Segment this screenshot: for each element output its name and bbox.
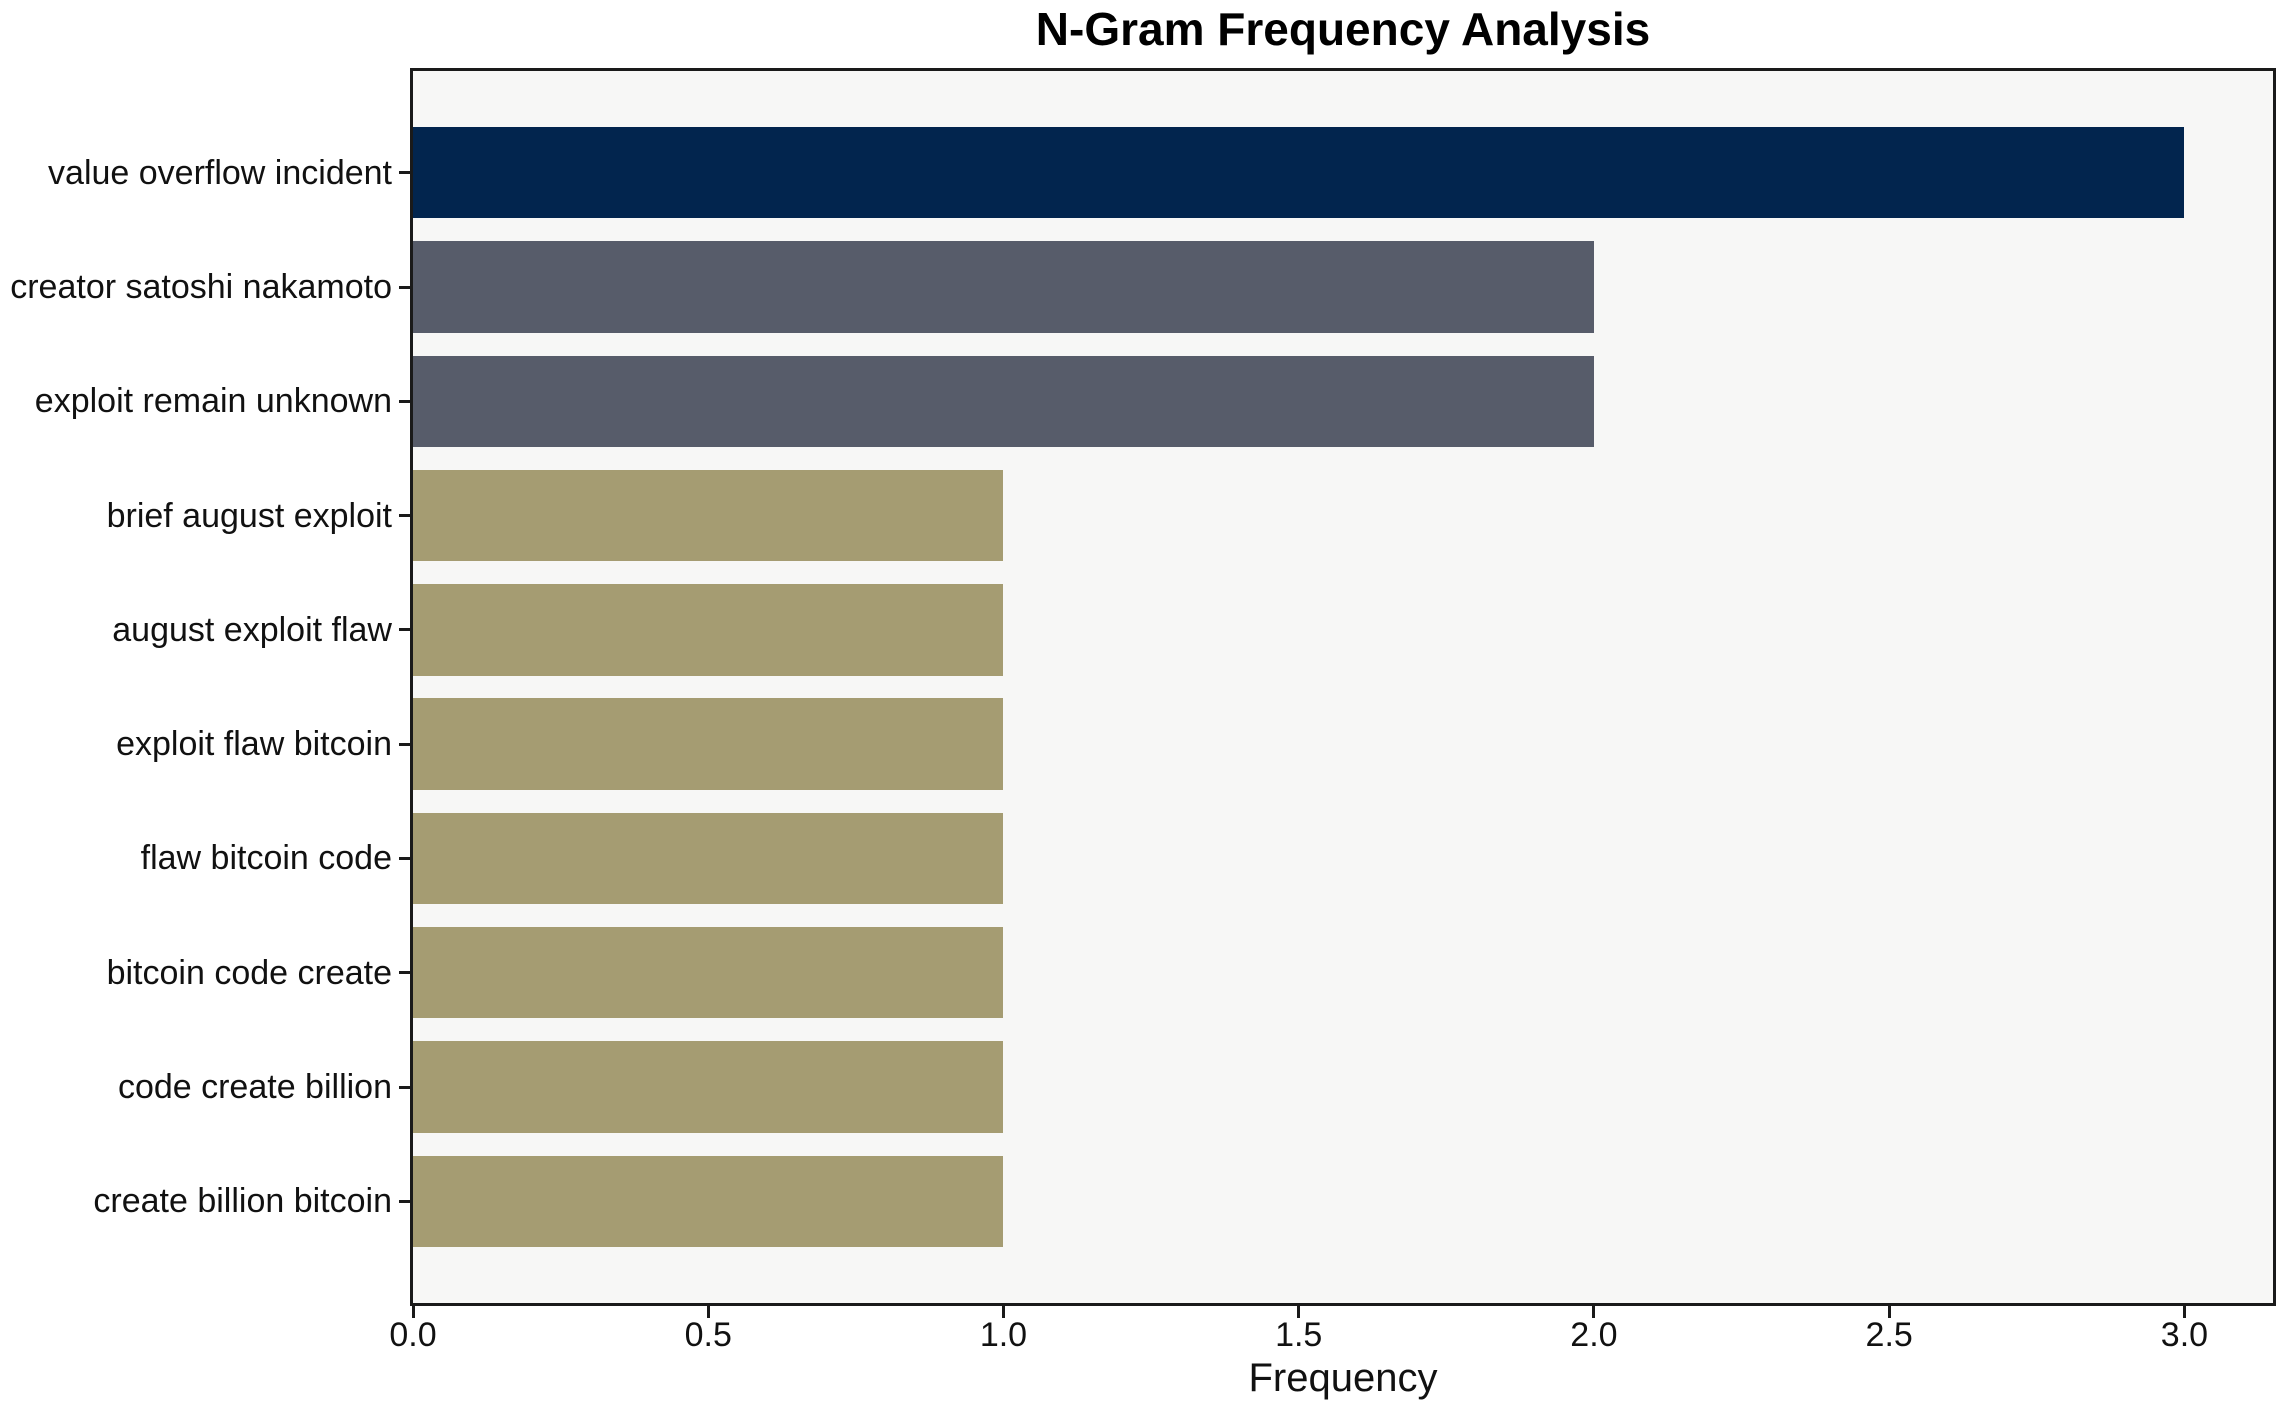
y-tick-label: flaw bitcoin code [140,839,392,878]
bar [413,812,1004,905]
y-tick-mark [399,628,411,632]
y-tick-label: exploit flaw bitcoin [116,725,392,764]
x-tick-label: 2.0 [1570,1316,1618,1354]
x-tick-label: 3.0 [2160,1316,2209,1354]
bar [413,1041,1004,1133]
y-tick-label: value overflow incident [48,153,392,192]
x-tick-label: 0.0 [389,1316,437,1354]
x-tick-mark [411,1306,415,1318]
y-tick-label: code create billion [117,1068,392,1106]
bar [413,127,2185,219]
bar [413,584,1004,676]
bar [413,1155,1004,1247]
y-tick-mark [399,171,411,175]
bar [413,927,1004,1019]
x-tick-mark [1297,1306,1301,1318]
x-tick-mark [1001,1306,1005,1318]
x-tick-mark [1592,1306,1596,1318]
bar [413,241,1594,333]
y-tick-mark [399,1085,411,1089]
bar [413,355,1594,447]
y-tick-label: brief august exploit [106,496,392,535]
bar [413,469,1004,562]
y-tick-label: exploit remain unknown [34,382,392,421]
x-tick-label: 1.5 [1275,1316,1323,1354]
x-tick-label: 1.0 [979,1316,1028,1354]
x-tick-label: 0.5 [684,1316,732,1354]
x-axis-label: Frequency [1248,1356,1438,1400]
x-tick-label: 2.5 [1865,1316,1913,1354]
x-tick-mark [2182,1306,2186,1318]
y-tick-mark [399,742,411,746]
x-tick-mark [706,1306,710,1318]
y-tick-label: creator satoshi nakamoto [10,268,392,306]
y-tick-label: create billion bitcoin [93,1182,392,1221]
plot-area [410,68,2276,1306]
y-tick-mark [399,285,411,289]
y-tick-mark [399,514,411,518]
bar [413,698,1004,790]
y-tick-mark [399,971,411,975]
y-tick-mark [399,399,411,403]
y-tick-label: august exploit flaw [112,610,392,649]
y-tick-mark [399,1199,411,1203]
x-tick-mark [1887,1306,1891,1318]
y-tick-label: bitcoin code create [106,953,392,992]
y-tick-mark [399,856,411,860]
chart-title: N-Gram Frequency Analysis [1035,3,1651,55]
